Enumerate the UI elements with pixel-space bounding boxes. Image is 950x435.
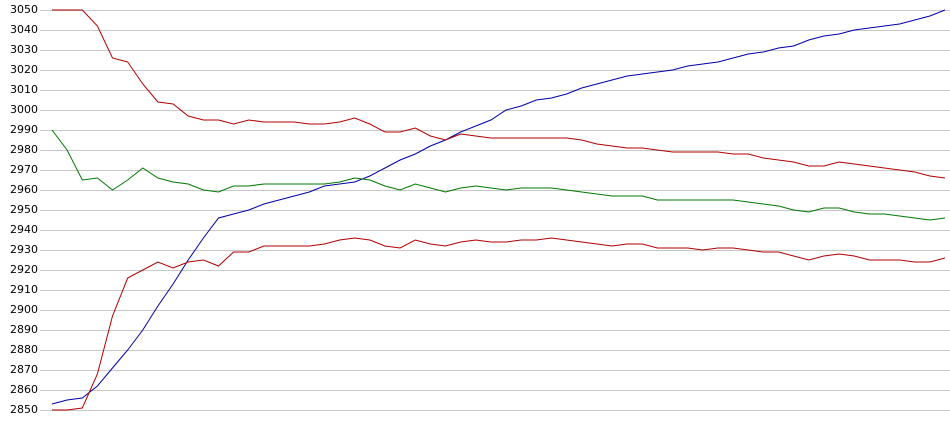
- y-tick-label: 3030: [10, 43, 38, 56]
- y-tick-label: 2970: [10, 163, 38, 176]
- y-tick-label: 3040: [10, 23, 38, 36]
- y-tick-label: 3020: [10, 63, 38, 76]
- series-line: [52, 237, 946, 411]
- y-tick-label: 2930: [10, 243, 38, 256]
- y-tick-label: 2980: [10, 143, 38, 156]
- y-tick-label: 2920: [10, 263, 38, 276]
- y-tick-label: 2900: [10, 303, 38, 316]
- y-tick-label: 2950: [10, 203, 38, 216]
- y-tick-label: 2850: [10, 403, 38, 416]
- y-tick-label: 2960: [10, 183, 38, 196]
- y-tick-label: 3050: [10, 3, 38, 16]
- y-tick-label: 2910: [10, 283, 38, 296]
- series-line: [52, 9, 946, 179]
- y-tick-label: 2890: [10, 323, 38, 336]
- y-tick-label: 2880: [10, 343, 38, 356]
- y-tick-label: 2870: [10, 363, 38, 376]
- y-tick-label: 2940: [10, 223, 38, 236]
- series-line: [51, 9, 946, 405]
- y-tick-label: 2860: [10, 383, 38, 396]
- y-tick-label: 3000: [10, 103, 38, 116]
- y-tick-label: 2990: [10, 123, 38, 136]
- series-line: [51, 129, 946, 221]
- y-tick-label: 3010: [10, 83, 38, 96]
